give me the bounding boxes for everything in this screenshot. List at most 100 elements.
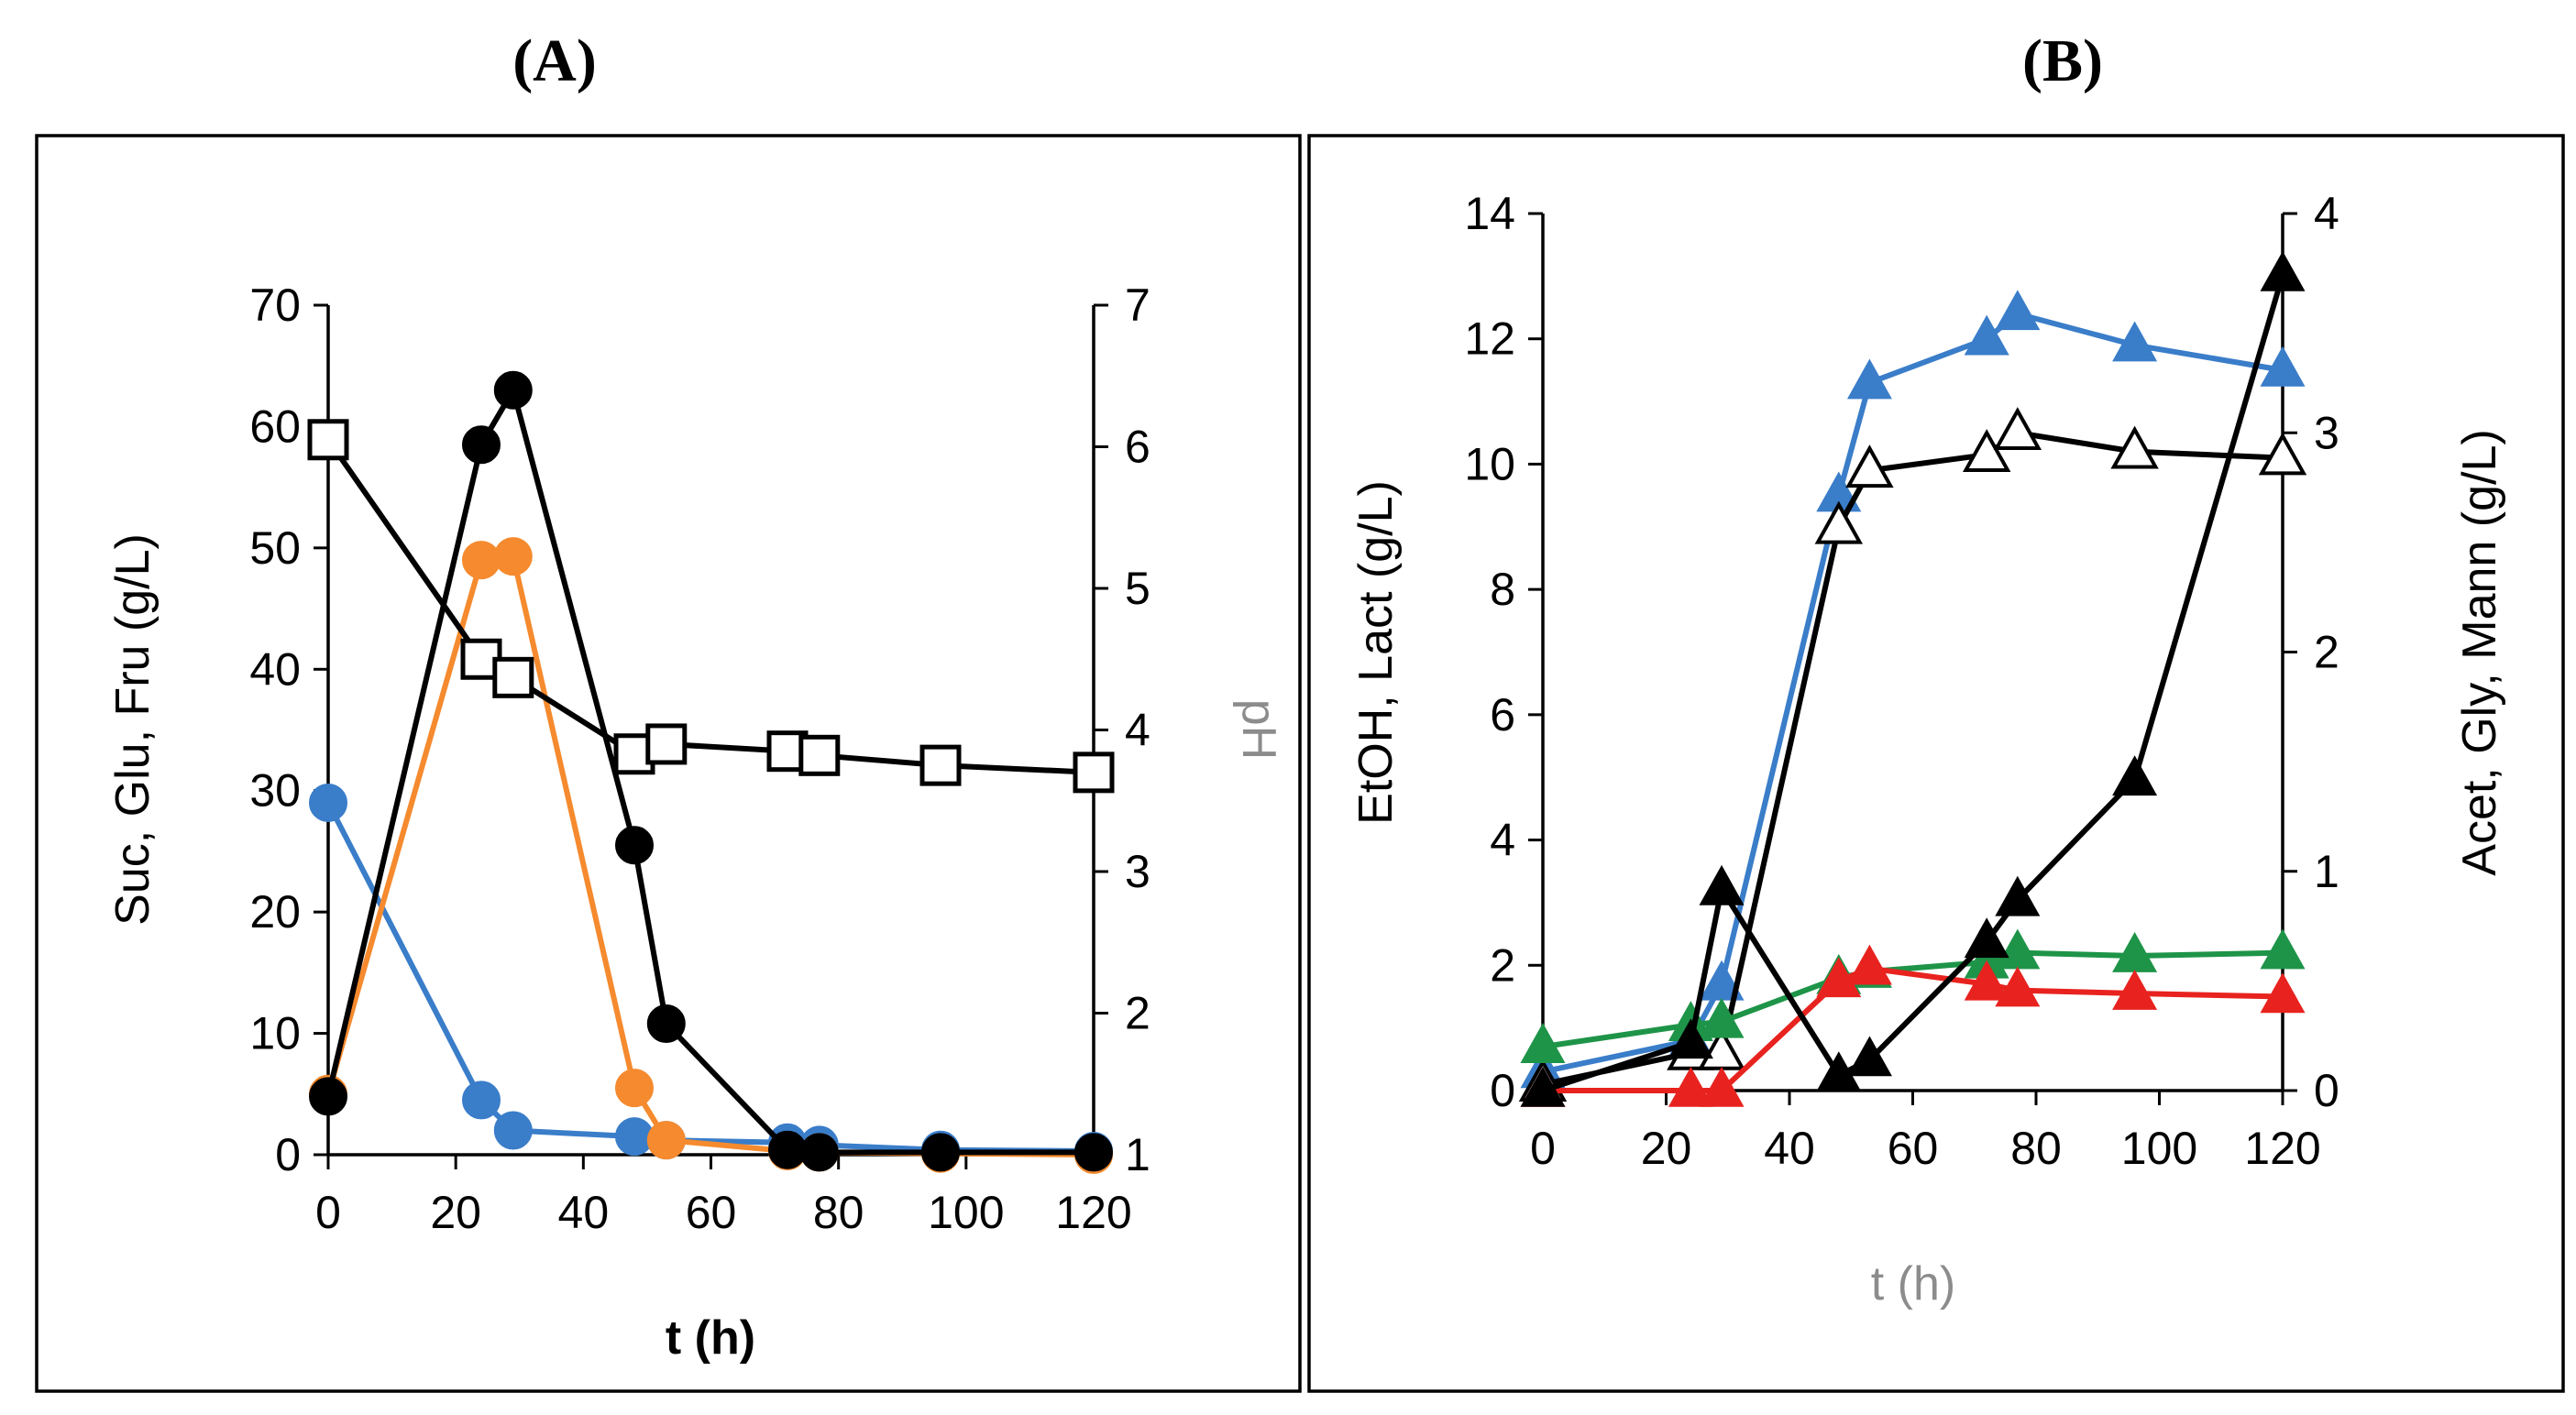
panel-a-left-axis-title: Suc, Glu, Fru (g/L) xyxy=(106,533,160,926)
data-point xyxy=(462,425,501,465)
x-tick-label: 0 xyxy=(1530,1123,1556,1174)
data-point xyxy=(2112,931,2158,972)
x-tick-label: 120 xyxy=(2244,1123,2320,1174)
data-point xyxy=(1668,1066,1713,1107)
data-point xyxy=(2112,321,2158,362)
data-point xyxy=(1520,1066,1566,1107)
right-y-tick-label: 2 xyxy=(1125,988,1150,1039)
data-point xyxy=(1699,1066,1745,1107)
x-tick-label: 100 xyxy=(2121,1123,2197,1174)
series-blue-circles xyxy=(309,783,1113,1171)
data-point xyxy=(307,419,349,461)
x-tick-label: 20 xyxy=(430,1187,481,1238)
panel-b-x-ticks: 0 20 40 60 80 100 120 xyxy=(1530,1091,2321,1174)
panel-b-frame xyxy=(1307,134,2565,1393)
series-ph-squares xyxy=(307,419,1115,794)
right-y-tick-label: 1 xyxy=(1125,1129,1150,1180)
panel-a-series xyxy=(307,370,1115,1174)
series-black-circles xyxy=(309,370,1113,1172)
data-point xyxy=(2260,346,2306,387)
panel-a-right-axis-title: pH xyxy=(1232,699,1285,760)
data-point xyxy=(1845,444,1894,488)
data-point xyxy=(1964,314,2009,356)
panel-b-x-axis-title: t (h) xyxy=(1871,1257,1955,1311)
data-point xyxy=(1073,751,1115,794)
right-y-tick-label: 7 xyxy=(1125,280,1150,331)
right-y-tick-label: 3 xyxy=(2314,407,2339,458)
x-tick-label: 80 xyxy=(813,1187,864,1238)
data-point xyxy=(1962,429,2011,472)
right-y-tick-label: 4 xyxy=(1125,705,1150,756)
x-tick-label: 60 xyxy=(1888,1123,1939,1174)
data-point xyxy=(919,744,962,786)
left-y-tick-label: 0 xyxy=(275,1129,301,1180)
panel-b-right-ticks: 0 1 2 3 4 xyxy=(2283,188,2339,1116)
series-line xyxy=(1542,430,2284,1088)
left-y-tick-label: 40 xyxy=(249,643,301,695)
left-y-tick-label: 2 xyxy=(1490,939,1515,991)
x-tick-label: 100 xyxy=(928,1187,1004,1238)
data-point xyxy=(1668,1018,1713,1059)
panel-b-left-ticks: 0 2 4 6 8 10 12 14 xyxy=(1464,188,1543,1116)
data-point xyxy=(493,537,533,576)
data-point xyxy=(1964,917,2009,959)
left-y-tick-label: 12 xyxy=(1464,313,1515,365)
data-point xyxy=(309,1077,347,1116)
data-point xyxy=(798,734,841,776)
left-y-tick-label: 50 xyxy=(249,522,301,574)
data-point xyxy=(646,1121,686,1160)
data-point xyxy=(1520,1023,1566,1063)
left-y-tick-label: 60 xyxy=(249,400,301,452)
right-y-tick-label: 2 xyxy=(2314,627,2339,678)
series-orange-circles xyxy=(309,537,1113,1174)
left-y-tick-label: 14 xyxy=(1464,188,1515,239)
right-y-tick-label: 0 xyxy=(2314,1065,2339,1116)
data-point xyxy=(799,1133,839,1172)
left-y-tick-label: 70 xyxy=(249,280,301,331)
left-y-tick-label: 10 xyxy=(1464,438,1515,489)
right-y-tick-label: 4 xyxy=(2314,188,2339,239)
data-point xyxy=(309,783,347,822)
data-point xyxy=(2110,425,2159,469)
data-point xyxy=(1846,1036,1892,1077)
panel-a-x-axis-title: t (h) xyxy=(666,1311,755,1365)
panel-a-x-ticks: 0 20 40 60 80 100 120 xyxy=(315,1155,1132,1238)
data-point xyxy=(2260,928,2306,970)
series-line xyxy=(325,554,1095,1157)
data-point xyxy=(1816,1051,1862,1092)
right-y-tick-label: 3 xyxy=(1125,846,1150,897)
data-point xyxy=(1846,944,1892,985)
panel-b-title: (B) xyxy=(2022,27,2103,94)
left-y-tick-label: 10 xyxy=(249,1008,301,1059)
x-tick-label: 0 xyxy=(315,1187,341,1238)
panel-b-series xyxy=(1518,250,2307,1107)
panel-b-right-axis-title: Acet, Gly, Mann (g/L) xyxy=(2453,429,2506,875)
series-line xyxy=(325,801,1095,1155)
data-point xyxy=(1074,1133,1113,1172)
left-y-tick-label: 30 xyxy=(249,765,301,817)
x-tick-label: 120 xyxy=(1055,1187,1131,1238)
data-point xyxy=(615,826,654,865)
data-point xyxy=(2258,432,2307,476)
data-point xyxy=(645,723,688,765)
left-y-tick-label: 6 xyxy=(1490,689,1515,740)
data-point xyxy=(2260,250,2306,291)
data-point xyxy=(462,1080,501,1120)
panel-b-left-axis-title: EtOH, Lact (g/L) xyxy=(1349,480,1403,825)
panel-a-right-ticks: 1 2 3 4 5 6 7 xyxy=(1094,280,1150,1180)
series-black-filled-triangles xyxy=(1520,250,2306,1107)
data-point xyxy=(1993,407,2042,451)
series-line xyxy=(1542,311,2284,1075)
x-tick-label: 40 xyxy=(1764,1123,1815,1174)
data-point xyxy=(1995,290,2041,331)
x-tick-label: 40 xyxy=(558,1187,610,1238)
series-line xyxy=(325,438,1095,775)
right-y-tick-label: 5 xyxy=(1125,563,1150,614)
data-point xyxy=(2112,969,2158,1010)
data-point xyxy=(646,1004,686,1043)
left-y-tick-label: 0 xyxy=(1490,1065,1515,1116)
x-tick-label: 80 xyxy=(2010,1123,2062,1174)
series-line xyxy=(1542,949,2284,1050)
data-point xyxy=(493,370,533,410)
